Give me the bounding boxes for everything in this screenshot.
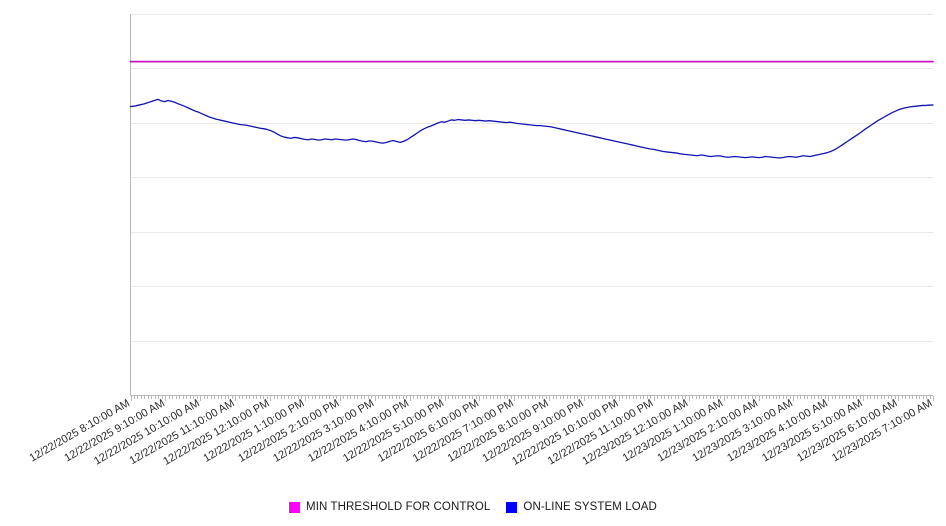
chart-legend: MIN THRESHOLD FOR CONTROL ON-LINE SYSTEM… (0, 497, 946, 517)
legend-label: ON-LINE SYSTEM LOAD (523, 501, 657, 513)
legend-swatch-icon (289, 501, 301, 513)
x-axis (130, 14, 934, 401)
legend-item-min-threshold-for-control[interactable]: MIN THRESHOLD FOR CONTROL (289, 501, 490, 513)
series-group (129, 60, 934, 159)
legend-item-on-line-system-load[interactable]: ON-LINE SYSTEM LOAD (506, 501, 657, 513)
x-axis-ticks (131, 396, 934, 401)
series-on-line-system-load (129, 98, 934, 159)
legend-label: MIN THRESHOLD FOR CONTROL (306, 501, 491, 513)
legend-swatch-icon (506, 501, 518, 513)
gridlines (130, 14, 933, 396)
